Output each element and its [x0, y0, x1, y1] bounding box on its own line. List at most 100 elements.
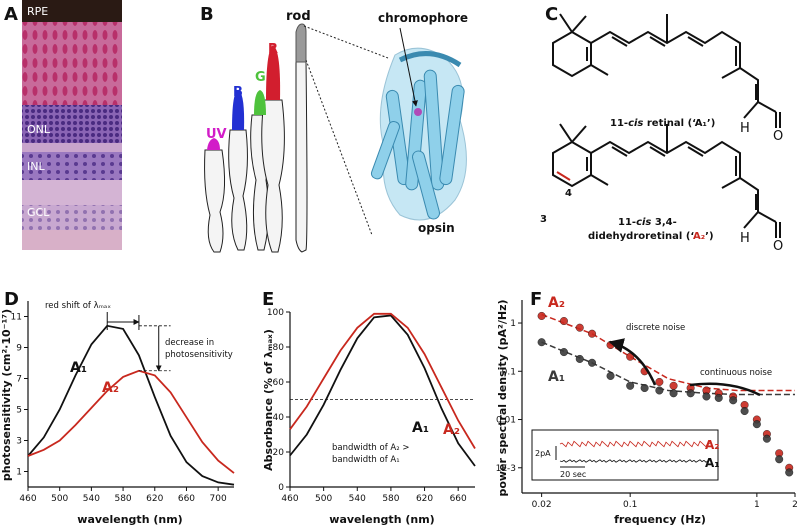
x-tick-label: 0.02 [532, 500, 552, 510]
y-tick-label: 1E-3 [496, 464, 516, 474]
y-tick-label: 3 [16, 437, 22, 447]
panel-c-shape-shape [556, 171, 571, 181]
y-axis-label: power spectral density (pA²/Hz) [496, 299, 509, 496]
chart: F 0.02 0.1 1 2 1 0.1 0.01 1E-3 frequency (Hz) powe… [496, 289, 798, 526]
y-tick-label: 0.01 [496, 416, 516, 426]
cone-label: B [233, 85, 243, 100]
panel-c-shape [552, 30, 592, 78]
panel-a-shape [22, 105, 122, 143]
panel-c-shape [721, 67, 741, 79]
panel-label: D [4, 289, 19, 310]
x-tick-label: 620 [146, 494, 163, 504]
x-axis-label: wavelength (nm) [77, 513, 182, 526]
panel-c-shape [552, 123, 781, 238]
caption-part: 11- [618, 217, 636, 228]
atom: O [773, 129, 783, 144]
annotation: decrease in [165, 338, 214, 348]
data-point [785, 468, 794, 477]
series-line [27, 369, 235, 474]
x-tick-label: 660 [450, 494, 467, 504]
panel-b-shape-shape [370, 121, 400, 180]
panel-b-shape [305, 59, 373, 236]
series-label: A₁ [548, 369, 565, 385]
position-label: 3 [540, 214, 547, 225]
panel-c-shape-shape [590, 174, 609, 186]
series-label: A₂ [548, 295, 565, 311]
x-tick-label: 500 [51, 494, 68, 504]
panel-label: B [200, 4, 214, 25]
data-point [686, 389, 695, 398]
data-point [655, 377, 664, 386]
annotation: discrete noise [626, 323, 685, 333]
caption: didehydroretinal (‘A₂’) [588, 231, 714, 242]
chart: E 460 500 540 580 620 660 0 20 40 60 80 100 wavelengt… [262, 289, 476, 526]
x-tick-label: 2 [792, 500, 798, 510]
panel-c-shape [559, 13, 573, 33]
layer-label: GCL [27, 206, 50, 219]
x-tick-label: 0.1 [623, 500, 637, 510]
data-point [559, 348, 568, 357]
y-tick-label: 11 [11, 313, 22, 323]
cone-label: G [255, 70, 266, 85]
caption-part: 3,4- [651, 217, 676, 228]
x-tick-label: 540 [349, 494, 366, 504]
annotation: red shift of λₘₐₓ [45, 301, 111, 311]
x-tick-label: 700 [210, 494, 227, 504]
data-point [762, 434, 771, 443]
chart: D 460 500 540 580 620 660 700 1 3 5 7 9 11 wavelength … [0, 289, 235, 526]
panel-b-shape-shape [261, 99, 285, 253]
position-label: 4 [565, 188, 572, 199]
y-tick-label: 5 [16, 406, 22, 416]
panel-label: F [530, 289, 542, 310]
y-tick-label: 1 [510, 319, 516, 329]
panel-a-shape [22, 143, 122, 152]
panel-c-shape-shape [611, 146, 628, 157]
data-point [702, 392, 711, 401]
x-axis-label: frequency (Hz) [614, 513, 706, 526]
data-point [775, 455, 784, 464]
y-tick-label: 60 [273, 378, 285, 388]
data-point [575, 323, 584, 332]
data-point [740, 407, 749, 416]
data-point [575, 354, 584, 363]
caption-part: 11- [610, 118, 628, 129]
data-point [752, 420, 761, 429]
cone-label: R [268, 42, 278, 57]
panel-a-shape [22, 0, 122, 22]
panel-b-shape [295, 23, 307, 63]
x-tick-label: 580 [114, 494, 131, 504]
panel-c-text: C H O H O 3 4 11-cis retinal (‘A₁’) 11-c… [540, 4, 783, 254]
x-axis-label: wavelength (nm) [329, 513, 434, 526]
caption-part: didehydroretinal (‘ [588, 231, 694, 242]
layer-label: RPE [27, 5, 48, 18]
panel-b-shape [254, 90, 266, 115]
panel-label: E [262, 289, 274, 310]
panel-b-shape-shape [228, 129, 248, 251]
rod-label: rod [286, 9, 311, 24]
noise-arrow [689, 382, 761, 397]
panel-c-shape-shape [721, 177, 741, 189]
panel-b: B chromophore UV B G R [200, 4, 468, 253]
caption-part: retinal (‘ [643, 118, 696, 129]
panel-label: C [545, 4, 558, 25]
opsin-label: opsin [418, 221, 455, 235]
atom: H [740, 121, 750, 136]
y-tick-label: 40 [273, 413, 285, 423]
y-tick-label: 7 [16, 375, 22, 385]
series-line [289, 314, 476, 467]
x-tick-label: 460 [19, 494, 36, 504]
data-point [588, 329, 597, 338]
caption-part: cis [628, 118, 643, 129]
panel-c-shape [590, 30, 777, 113]
panel-a-shape [22, 152, 122, 180]
x-tick-label: 1 [754, 500, 760, 510]
x-tick-label: 580 [382, 494, 399, 504]
layer-label: INL [27, 160, 45, 173]
panel-b-shape [204, 59, 308, 253]
panel-b-shape [303, 25, 389, 59]
panel-a-shape [22, 205, 122, 230]
panel-b-shape-shape [204, 149, 226, 253]
caption-part: ’) [707, 118, 715, 129]
annotation: bandwidth of A₁ [332, 455, 400, 465]
